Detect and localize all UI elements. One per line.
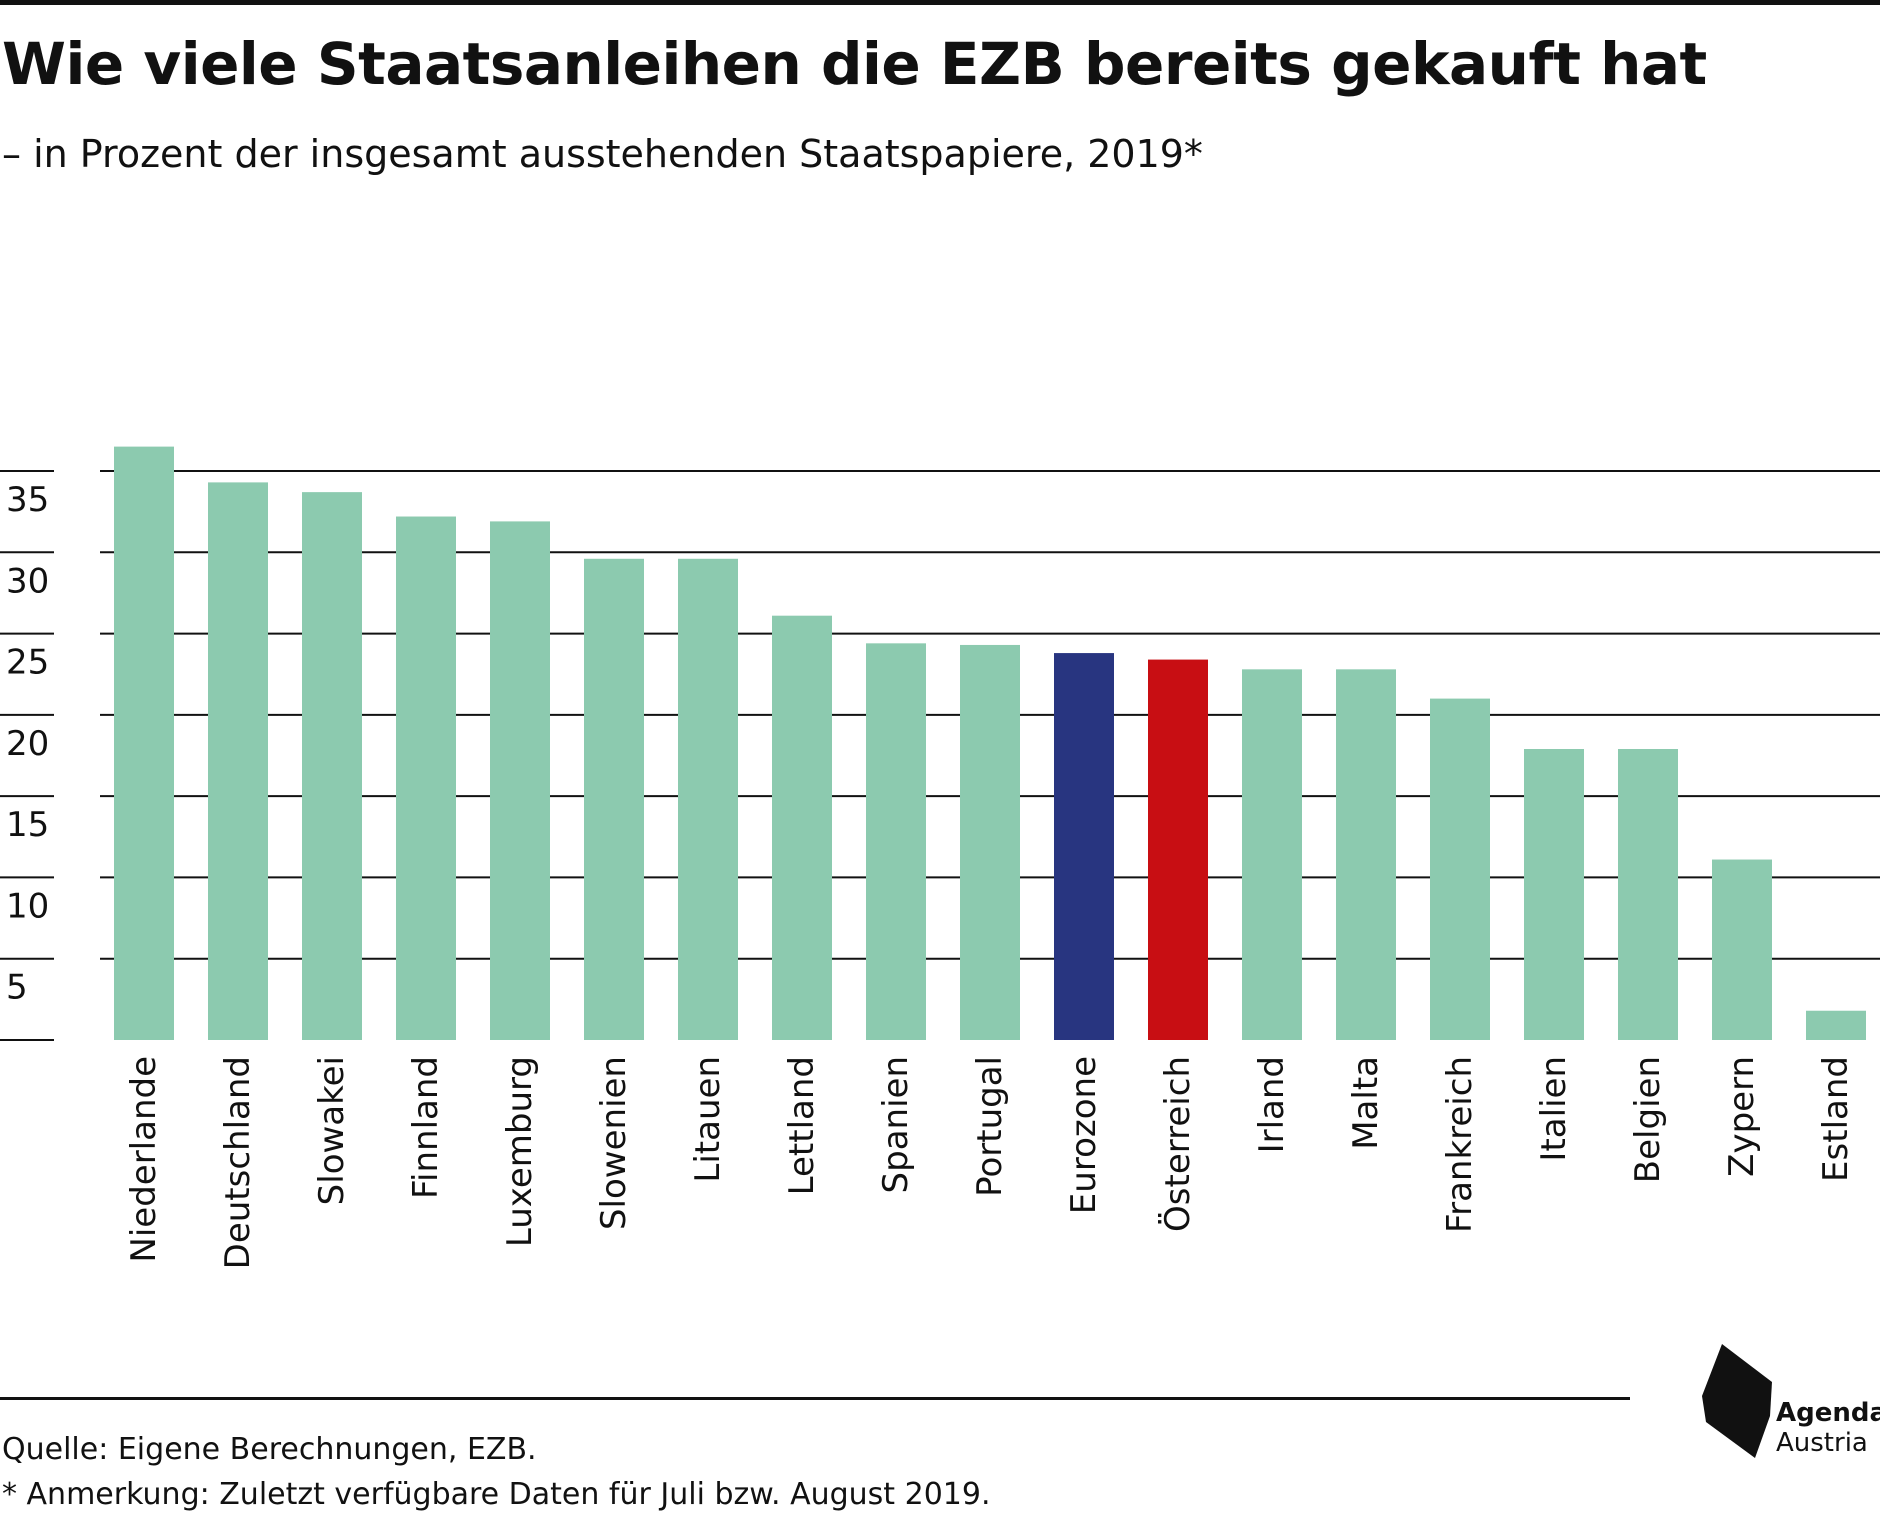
y-tick-label-30: 30: [6, 561, 49, 601]
category-label-9: Portugal: [970, 1056, 1010, 1197]
bar-3: [396, 516, 456, 1040]
bar-2: [302, 492, 362, 1040]
category-label-11: Österreich: [1157, 1056, 1198, 1232]
category-label-0: Niederlande: [124, 1056, 164, 1263]
y-tick-label-10: 10: [6, 886, 49, 926]
bar-11: [1148, 659, 1208, 1040]
bar-18: [1806, 1010, 1866, 1040]
category-label-3: Finnland: [406, 1056, 446, 1199]
category-label-17: Zypern: [1722, 1056, 1762, 1177]
category-label-2: Slowakei: [312, 1056, 352, 1205]
bar-8: [866, 643, 926, 1040]
bar-4: [490, 521, 550, 1040]
bar-16: [1618, 748, 1678, 1040]
category-label-8: Spanien: [876, 1056, 916, 1193]
logo-text-austria: Austria: [1776, 1428, 1868, 1458]
y-tick-label-20: 20: [6, 724, 49, 764]
category-label-10: Eurozone: [1064, 1056, 1104, 1214]
category-label-15: Italien: [1534, 1056, 1574, 1162]
y-tick-label-35: 35: [6, 480, 49, 520]
bar-13: [1336, 669, 1396, 1040]
category-label-18: Estland: [1816, 1056, 1856, 1182]
bar-1: [208, 482, 268, 1040]
bar-6: [678, 558, 738, 1040]
bar-5: [584, 558, 644, 1040]
category-label-14: Frankreich: [1440, 1056, 1480, 1233]
footnote: * Anmerkung: Zuletzt verfügbare Daten fü…: [2, 1477, 991, 1512]
chart-subtitle: – in Prozent der insgesamt ausstehenden …: [2, 132, 1203, 176]
bottom-rule: [0, 1397, 1630, 1400]
category-label-13: Malta: [1346, 1056, 1386, 1150]
agenda-austria-logo-icon: [1702, 1344, 1772, 1458]
bar-0: [114, 446, 174, 1041]
bar-chart: 5 10 15 20 25 30 35 Niederlande Deutschland Slowa…: [0, 446, 1880, 1269]
category-label-1: Deutschland: [218, 1056, 258, 1269]
bar-15: [1524, 748, 1584, 1040]
y-tick-label-5: 5: [6, 968, 28, 1008]
chart-title: Wie viele Staatsanleihen die EZB bereits…: [2, 30, 1707, 98]
bar-9: [960, 644, 1020, 1040]
category-label-5: Slowenien: [594, 1056, 634, 1230]
category-label-6: Litauen: [688, 1056, 728, 1183]
bar-12: [1242, 669, 1302, 1040]
source-note: Quelle: Eigene Berechnungen, EZB.: [2, 1432, 537, 1467]
bar-14: [1430, 698, 1490, 1040]
category-label-16: Belgien: [1628, 1056, 1668, 1183]
category-label-4: Luxemburg: [500, 1056, 540, 1247]
bar-7: [772, 615, 832, 1040]
category-label-12: Irland: [1252, 1056, 1292, 1153]
logo-text-agenda: Agenda: [1776, 1398, 1880, 1428]
category-label-7: Lettland: [782, 1056, 822, 1195]
top-rule: [0, 0, 1880, 5]
y-tick-label-15: 15: [6, 805, 49, 845]
bar-10: [1054, 653, 1114, 1040]
y-tick-label-25: 25: [6, 643, 49, 683]
bar-17: [1712, 859, 1772, 1040]
